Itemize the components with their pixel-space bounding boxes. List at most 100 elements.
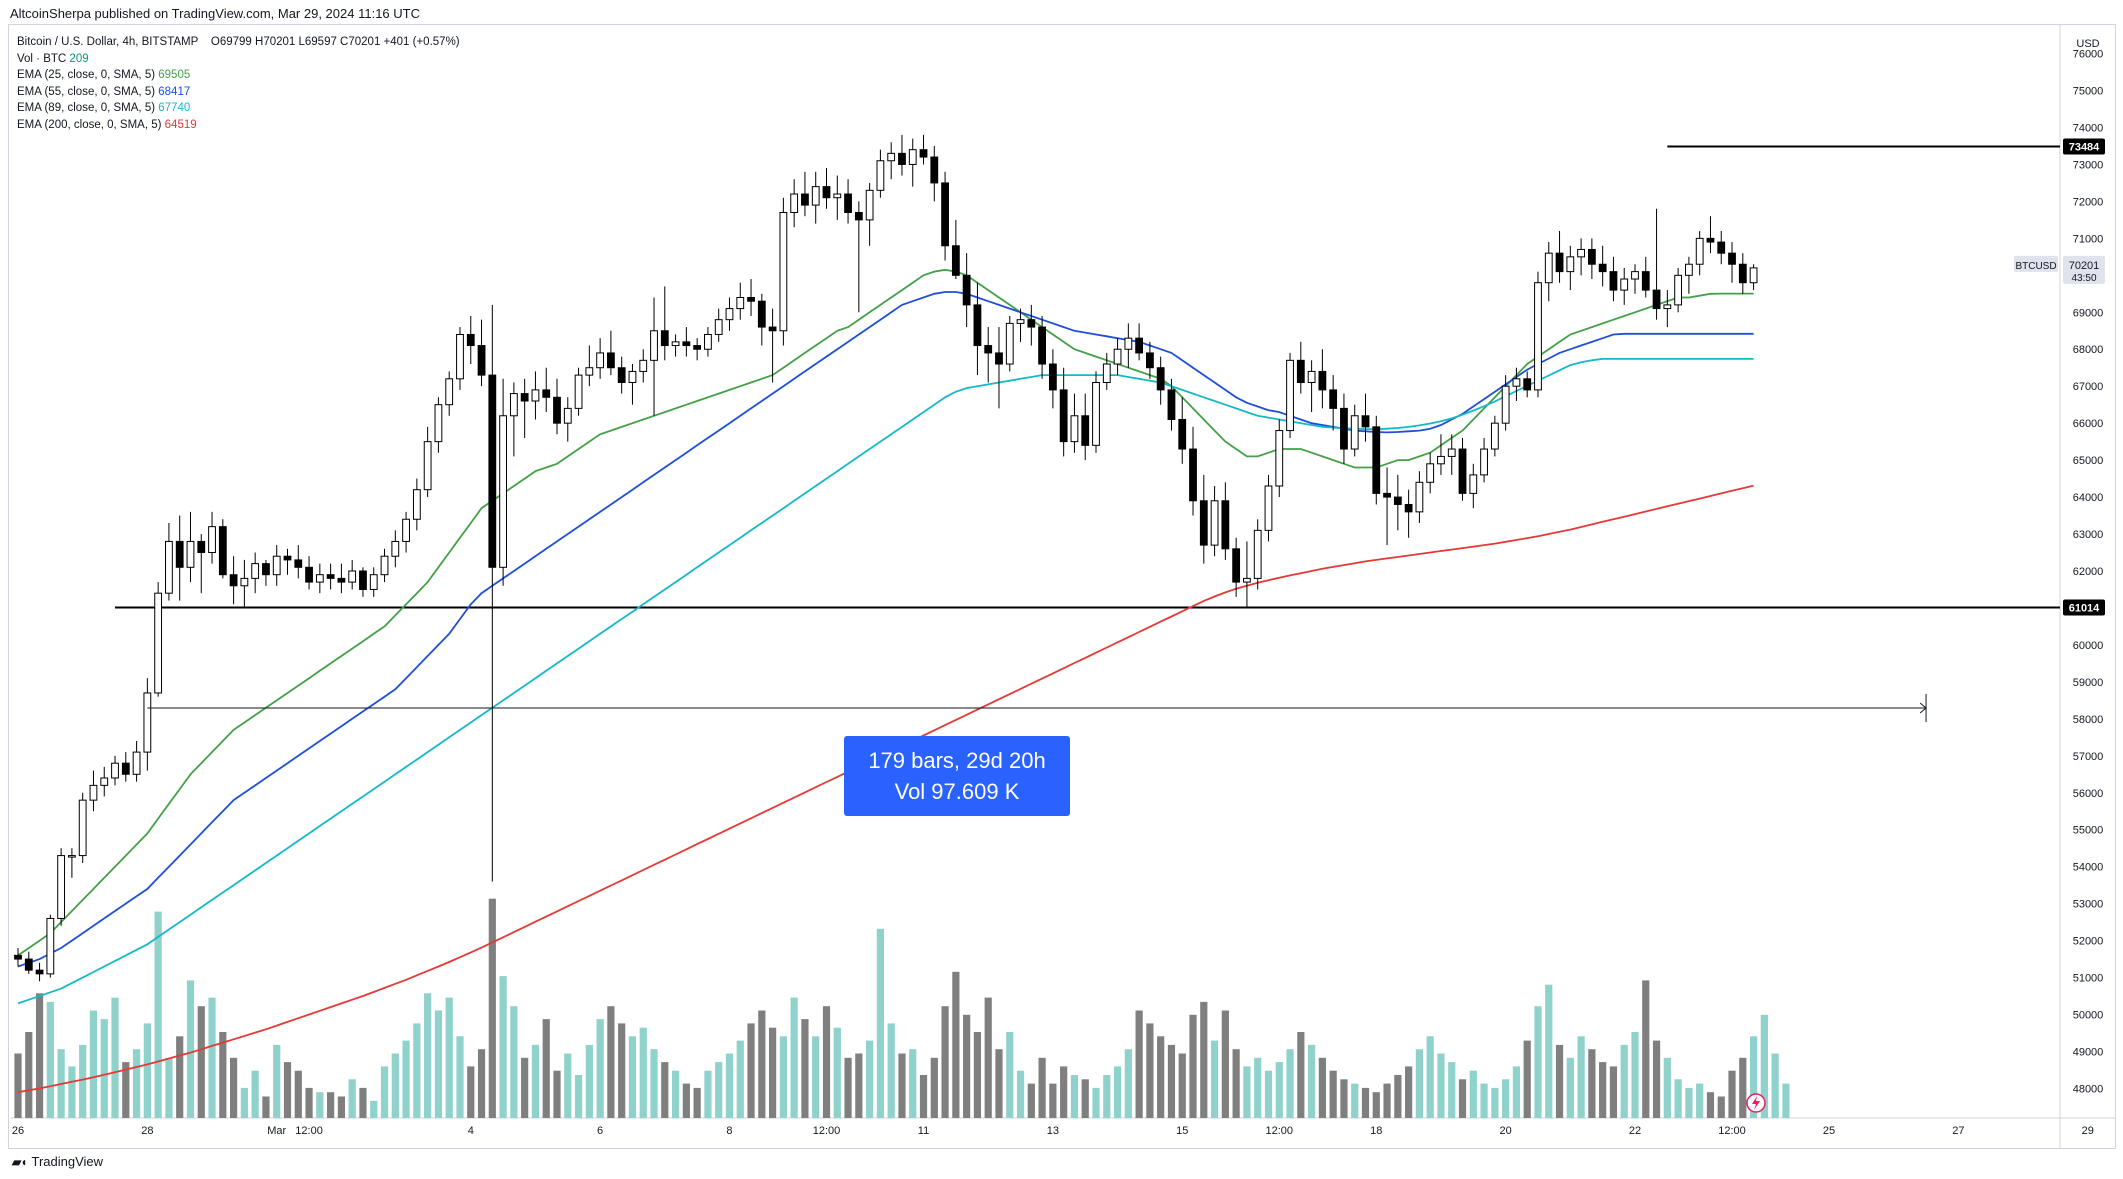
volume-bar [1361,1087,1370,1118]
volume-bar [973,1032,982,1118]
volume-bar [456,1036,464,1118]
candle-body [434,404,443,443]
volume-bar [1113,1066,1122,1118]
volume-bar [1049,1083,1057,1118]
y-tick-label: 50000 [2073,1010,2104,1022]
candle-body [1695,237,1704,265]
volume-bar [844,1057,852,1118]
volume-bar [1157,1036,1165,1118]
candle-body [477,345,486,376]
candle-body [1340,407,1348,450]
volume-bar [1534,1006,1542,1118]
volume-bar [294,1070,302,1118]
legend-ohlc: O69799 H70201 L69597 C70201 +401 (+0.57%… [210,36,460,48]
tradingview-brand: TradingView [31,1154,104,1169]
candle-body [1652,289,1661,310]
candle-body [1674,274,1683,306]
candle-body [359,570,367,590]
level-price-tag [2063,138,2105,155]
volume-bar [1264,1070,1273,1118]
volume-bar [1426,1036,1434,1118]
volume-bar [790,997,798,1118]
volume-bar [1631,1032,1639,1118]
candle-body [1178,418,1187,450]
volume-bar [1512,1066,1521,1118]
volume-bar [1685,1087,1693,1118]
candle-body [1717,241,1726,254]
legend-ema-89: EMA (89, close, 0, SMA, 5) 67740 [17,100,460,117]
candle-body [326,574,335,579]
volume-bar [909,1049,917,1118]
volume-bar [1696,1083,1704,1118]
date-price-range-label[interactable]: 179 bars, 29d 20h Vol 97.609 K [844,736,1070,816]
y-tick-label: 56000 [2073,788,2104,800]
candle-body [1393,496,1402,505]
candle-body [1426,463,1435,483]
candle-body [1480,448,1488,476]
legend-ema-label: EMA (55, close, 0, SMA, 5) [17,85,156,98]
y-tick-label: 76000 [2073,49,2104,61]
candle-body [1005,322,1014,365]
measure-arrow-head [1919,702,1927,714]
legend-ema-55: EMA (55, close, 0, SMA, 5) 68417 [17,84,460,101]
candle-body [1738,263,1747,284]
volume-bar [132,1049,141,1118]
volume-bar [424,993,432,1118]
volume-bar [1577,1036,1585,1118]
x-tick-label: 22 [1629,1125,1641,1137]
candle-body [1641,271,1650,291]
volume-bar [1739,1057,1747,1118]
candle-body [563,407,572,424]
candle-body [865,189,874,221]
chart-frame[interactable] [8,24,2116,1149]
candle-body [1210,500,1219,546]
x-tick-label: 12:00 [813,1125,841,1137]
candle-body [768,326,777,332]
level-price-tag [2063,599,2105,616]
volume-bar [111,997,119,1118]
candle-body [693,345,702,350]
tradingview-logo[interactable]: ▰◖ TradingView [12,1154,103,1169]
bar-countdown-label: 43:50 [2071,273,2096,284]
candle-body [779,211,788,332]
currency-label: USD [2076,38,2099,50]
candle-body [898,152,906,165]
candle-body [1501,385,1510,424]
volume-bar [822,1006,831,1118]
symbol-tag [2014,255,2058,272]
legend-symbol-row: Bitcoin / U.S. Dollar, 4h, BITSTAMP O697… [17,34,460,51]
y-tick-label: 66000 [2073,418,2104,430]
volume-bar [682,1083,690,1118]
legend-volume-value: 209 [69,52,89,65]
candle-body [1275,430,1284,487]
candle-body [887,152,896,162]
y-tick-label: 74000 [2073,122,2104,134]
candle-body [1243,577,1251,583]
volume-bar [1308,1044,1316,1118]
volume-bar [165,1057,173,1118]
y-tick-label: 48000 [2073,1083,2104,1095]
x-tick-label: 12:00 [1265,1125,1293,1137]
volume-bar [1297,1032,1305,1118]
ema-line [17,357,1754,1005]
candle-body [736,297,745,310]
candle-body [509,393,518,417]
volume-bar [1480,1083,1488,1118]
volume-bar [68,1066,76,1118]
volume-bar [1394,1075,1402,1118]
candle-body [229,574,238,587]
candle-body [585,367,594,376]
candle-body [1555,252,1564,273]
candle-body [369,574,378,590]
volume-bar [758,1010,766,1118]
candle-body [1512,378,1521,387]
candle-body [660,330,669,347]
measure-bars-text: 179 bars, 29d 20h [868,748,1046,773]
candle-body [1124,337,1133,350]
candle-body [908,149,917,165]
candle-body [1038,326,1046,365]
volume-bar [445,997,453,1118]
candle-body [1092,382,1100,446]
volume-bar [618,1023,626,1118]
